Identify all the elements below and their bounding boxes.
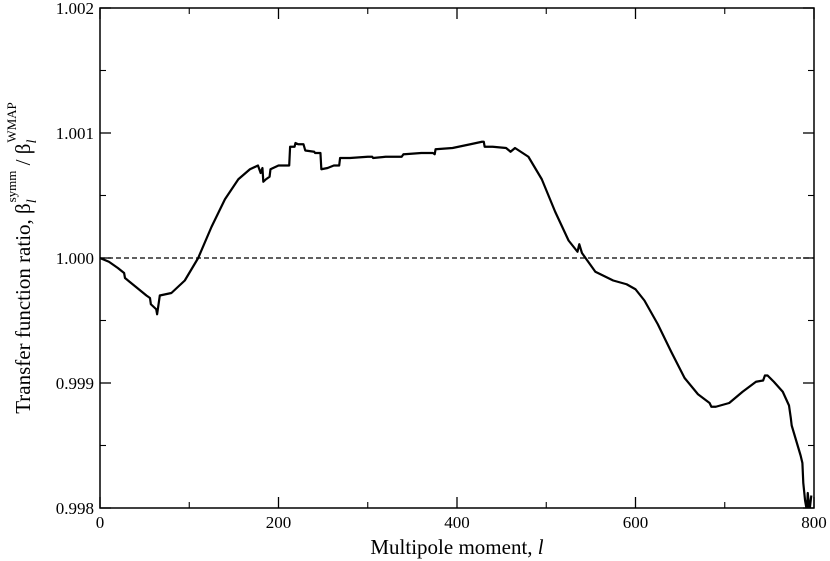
x-tick-label-400: 400 xyxy=(444,513,470,532)
y-axis-label: Transfer function ratio, βlsymm / βlWMAP xyxy=(4,102,40,414)
x-tick-label-200: 200 xyxy=(266,513,292,532)
y-tick-label-1.000: 1.000 xyxy=(56,249,94,268)
x-tick-label-800: 800 xyxy=(801,513,827,532)
x-tick-label-0: 0 xyxy=(96,513,105,532)
y-tick-label-0.999: 0.999 xyxy=(56,374,94,393)
y-tick-label-1.002: 1.002 xyxy=(56,0,94,18)
x-axis-tick-labels: 0 200 400 600 800 xyxy=(96,513,827,532)
x-axis-ticks xyxy=(99,8,815,508)
y-tick-label-1.001: 1.001 xyxy=(56,124,94,143)
series-line xyxy=(100,140,813,508)
y-axis-ticks xyxy=(100,7,814,509)
y-axis-tick-labels: 0.998 0.999 1.000 1.001 1.002 xyxy=(56,0,94,518)
x-tick-label-600: 600 xyxy=(623,513,649,532)
x-axis-label: Multipole moment, l xyxy=(370,535,543,559)
y-tick-label-0.998: 0.998 xyxy=(56,499,94,518)
